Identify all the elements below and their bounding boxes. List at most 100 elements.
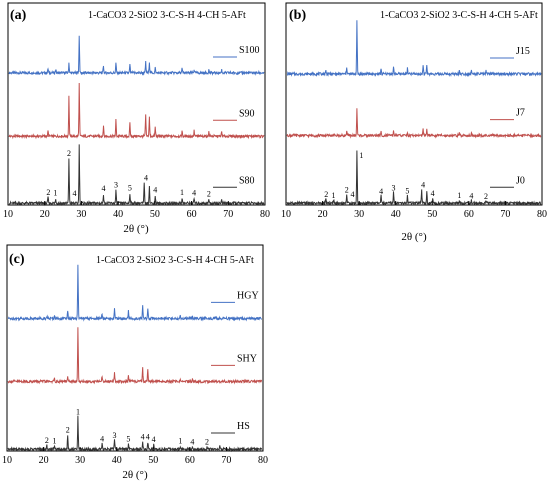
series-name-J15: J15 bbox=[516, 46, 530, 57]
panel-a: (a) 1-CaCO3 2-SiO2 3-C-S-H 4-CH 5-AFt S1… bbox=[3, 2, 270, 235]
xtick-label-30: 30 bbox=[76, 209, 86, 220]
panel-b-label: (b) bbox=[289, 8, 306, 23]
series-name-HGY: HGY bbox=[237, 290, 259, 301]
xtick-label-80: 80 bbox=[258, 455, 268, 466]
peak-label-10: 1 bbox=[457, 191, 461, 200]
xtick-label-40: 40 bbox=[113, 209, 123, 220]
series-name-J0: J0 bbox=[516, 175, 525, 186]
peak-label-1: 1 bbox=[332, 191, 336, 200]
xtick-label-10: 10 bbox=[2, 455, 12, 466]
peak-label-0: 2 bbox=[324, 190, 328, 199]
peak-label-7: 4 bbox=[144, 173, 148, 182]
xtick-label-50: 50 bbox=[427, 209, 437, 220]
peak-label-8: 4 bbox=[421, 181, 425, 190]
xtick-label-10: 10 bbox=[281, 209, 291, 220]
peak-label-12: 2 bbox=[484, 192, 488, 201]
peak-label-3: 4 bbox=[72, 189, 76, 198]
panel-a-series: S100 S90 S80 bbox=[8, 35, 265, 207]
peak-label-6: 3 bbox=[392, 184, 396, 193]
peak-label-10: 4 bbox=[192, 189, 196, 198]
peak-label-8: 4 bbox=[153, 186, 157, 195]
panel-a-label: (a) bbox=[10, 8, 27, 23]
panel-c-frame bbox=[6, 244, 264, 452]
panel-a-legend: 1-CaCO3 2-SiO2 3-C-S-H 4-CH 5-AFt bbox=[88, 10, 246, 21]
peak-label-5: 4 bbox=[379, 187, 383, 196]
xtick-label-50: 50 bbox=[150, 209, 160, 220]
xtick-label-40: 40 bbox=[112, 455, 122, 466]
xtick-label-80: 80 bbox=[260, 209, 270, 220]
panel-a-xlabel: 2θ (°) bbox=[123, 223, 149, 235]
xtick-label-60: 60 bbox=[185, 455, 195, 466]
peak-label-4: 4 bbox=[100, 434, 104, 443]
peak-label-9: 4 bbox=[152, 435, 156, 444]
series-name-S80: S80 bbox=[239, 175, 255, 186]
series-J0-line bbox=[286, 150, 542, 207]
peak-label-11: 4 bbox=[469, 191, 473, 200]
panel-c-series: HGY SHY HS bbox=[7, 264, 263, 453]
panel-c-xlabel: 2θ (°) bbox=[122, 469, 148, 481]
series-HS-line bbox=[7, 415, 263, 453]
series-S80-line bbox=[8, 144, 265, 207]
peak-label-10: 1 bbox=[178, 437, 182, 446]
series-S90-line bbox=[8, 82, 265, 140]
xtick-label-30: 30 bbox=[354, 209, 364, 220]
panel-a-xticks: 10 20 30 40 50 60 70 80 bbox=[3, 201, 270, 220]
panel-b: (b) 1-CaCO3 2-SiO2 3-C-S-H 4-CH 5-AFt J1… bbox=[281, 2, 547, 243]
panel-b-xlabel: 2θ (°) bbox=[401, 231, 427, 243]
xtick-label-10: 10 bbox=[3, 209, 13, 220]
peak-label-1: 1 bbox=[53, 437, 57, 446]
series-name-S100: S100 bbox=[239, 45, 260, 56]
xtick-label-20: 20 bbox=[39, 455, 49, 466]
xtick-label-70: 70 bbox=[221, 455, 231, 466]
peak-label-11: 4 bbox=[190, 437, 194, 446]
peak-label-0: 2 bbox=[45, 436, 49, 445]
peak-label-3: 4 bbox=[351, 190, 355, 199]
xtick-label-40: 40 bbox=[391, 209, 401, 220]
xtick-label-70: 70 bbox=[223, 209, 233, 220]
peak-label-12: 2 bbox=[205, 437, 209, 446]
peak-label-2: 2 bbox=[67, 149, 71, 158]
peak-label-9: 1 bbox=[180, 188, 184, 197]
xtick-label-20: 20 bbox=[318, 209, 328, 220]
panel-c: (c) 1-CaCO3 2-SiO2 3-C-S-H 4-CH 5-AFt HG… bbox=[2, 244, 268, 481]
panel-a-frame bbox=[7, 2, 266, 206]
peak-label-6: 5 bbox=[126, 434, 130, 443]
panel-b-frame bbox=[285, 2, 543, 206]
series-name-SHY: SHY bbox=[237, 353, 257, 364]
peak-label-6: 5 bbox=[128, 184, 132, 193]
xtick-label-20: 20 bbox=[40, 209, 50, 220]
series-J15-line bbox=[286, 20, 542, 78]
panel-c-label: (c) bbox=[9, 252, 25, 267]
panel-c-xticks: 10 20 30 40 50 60 70 80 bbox=[2, 447, 268, 466]
peak-label-4: 1 bbox=[359, 151, 363, 160]
peak-label-5: 3 bbox=[113, 431, 117, 440]
peak-label-7: 5 bbox=[405, 186, 409, 195]
panel-b-legend: 1-CaCO3 2-SiO2 3-C-S-H 4-CH 5-AFt bbox=[380, 10, 538, 21]
series-name-S90: S90 bbox=[239, 108, 255, 119]
xtick-label-80: 80 bbox=[537, 209, 547, 220]
peak-label-0: 2 bbox=[46, 188, 50, 197]
xtick-label-60: 60 bbox=[464, 209, 474, 220]
peak-label-8: 4 bbox=[146, 432, 150, 441]
peak-label-5: 3 bbox=[114, 181, 118, 190]
peak-label-2: 2 bbox=[345, 185, 349, 194]
series-J7-line bbox=[286, 108, 542, 139]
series-S100-line bbox=[8, 35, 265, 76]
panel-b-series: J15 J7 J0 bbox=[286, 20, 542, 207]
peak-label-7: 4 bbox=[141, 432, 145, 441]
peak-label-3: 1 bbox=[76, 407, 80, 416]
series-SHY-line bbox=[7, 327, 263, 385]
peak-label-2: 2 bbox=[66, 426, 70, 435]
xtick-label-50: 50 bbox=[148, 455, 158, 466]
series-name-HS: HS bbox=[237, 421, 250, 432]
peak-label-9: 4 bbox=[431, 189, 435, 198]
panel-c-legend: 1-CaCO3 2-SiO2 3-C-S-H 4-CH 5-AFt bbox=[96, 255, 254, 266]
panel-b-xticks: 10 20 30 40 50 60 70 80 bbox=[281, 201, 547, 220]
peak-label-1: 1 bbox=[53, 189, 57, 198]
xtick-label-30: 30 bbox=[75, 455, 85, 466]
peak-label-4: 4 bbox=[101, 184, 105, 193]
